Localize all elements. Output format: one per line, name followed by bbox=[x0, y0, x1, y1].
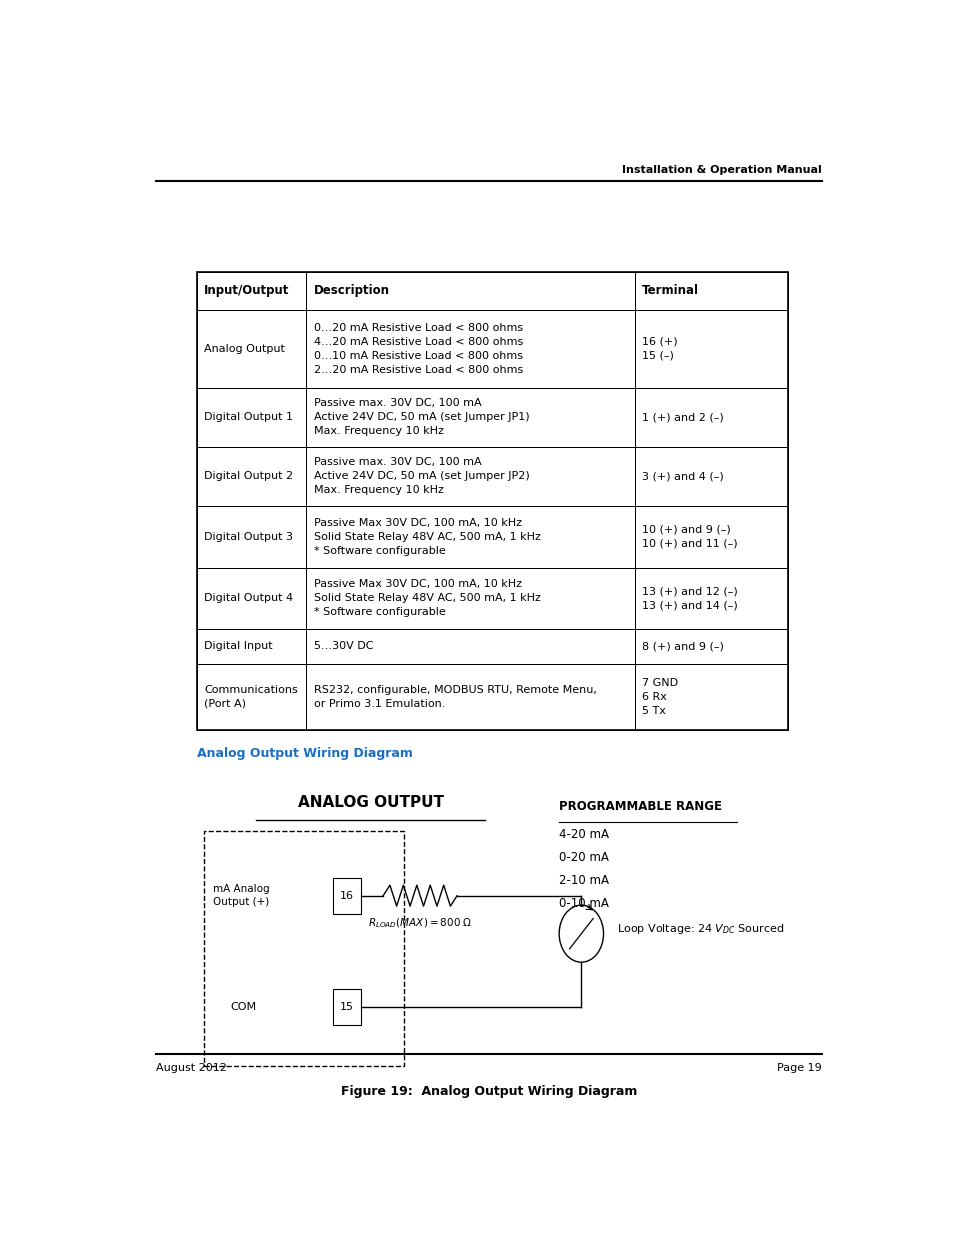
Text: Digital Output 2: Digital Output 2 bbox=[204, 472, 294, 482]
Text: mA Analog
Output (+): mA Analog Output (+) bbox=[213, 884, 270, 908]
Text: Analog Output Wiring Diagram: Analog Output Wiring Diagram bbox=[196, 747, 413, 761]
Bar bbox=[306, 272, 634, 310]
Bar bbox=[196, 272, 787, 730]
Bar bbox=[196, 310, 306, 388]
Text: Communications
(Port A): Communications (Port A) bbox=[204, 685, 297, 709]
Bar bbox=[306, 630, 634, 663]
Bar bbox=[306, 506, 634, 568]
Text: 15: 15 bbox=[339, 1002, 354, 1011]
Bar bbox=[634, 568, 787, 630]
Bar bbox=[333, 989, 360, 1025]
Text: 2-10 mA: 2-10 mA bbox=[558, 874, 609, 887]
Text: 16: 16 bbox=[339, 890, 354, 900]
Text: Installation & Operation Manual: Installation & Operation Manual bbox=[621, 164, 821, 175]
Bar bbox=[196, 388, 306, 447]
Text: 0-20 mA: 0-20 mA bbox=[558, 851, 608, 864]
Text: Passive max. 30V DC, 100 mA
Active 24V DC, 50 mA (set Jumper JP1)
Max. Frequency: Passive max. 30V DC, 100 mA Active 24V D… bbox=[314, 399, 529, 436]
Text: Digital Output 4: Digital Output 4 bbox=[204, 594, 294, 604]
Text: Input/Output: Input/Output bbox=[204, 284, 290, 298]
Bar bbox=[196, 506, 306, 568]
Text: ANALOG OUTPUT: ANALOG OUTPUT bbox=[297, 795, 443, 810]
Text: 10 (+) and 9 (–)
10 (+) and 11 (–): 10 (+) and 9 (–) 10 (+) and 11 (–) bbox=[641, 525, 737, 548]
Text: COM: COM bbox=[230, 1002, 256, 1011]
Text: 4-20 mA: 4-20 mA bbox=[558, 829, 609, 841]
Bar bbox=[196, 272, 306, 310]
Text: RS232, configurable, MODBUS RTU, Remote Menu,
or Primo 3.1 Emulation.: RS232, configurable, MODBUS RTU, Remote … bbox=[314, 685, 596, 709]
Bar bbox=[196, 663, 306, 730]
Text: Analog Output: Analog Output bbox=[204, 343, 285, 354]
Text: Terminal: Terminal bbox=[641, 284, 699, 298]
Text: Loop Voltage: 24 $V_{DC}$ Sourced: Loop Voltage: 24 $V_{DC}$ Sourced bbox=[617, 923, 783, 936]
Text: 0…20 mA Resistive Load < 800 ohms
4…20 mA Resistive Load < 800 ohms
0…10 mA Resi: 0…20 mA Resistive Load < 800 ohms 4…20 m… bbox=[314, 322, 522, 375]
Text: $R_{LOAD}(MAX) = 800\ \Omega$: $R_{LOAD}(MAX) = 800\ \Omega$ bbox=[368, 916, 472, 930]
Bar bbox=[306, 568, 634, 630]
Bar bbox=[306, 447, 634, 506]
Text: 7 GND
6 Rx
5 Tx: 7 GND 6 Rx 5 Tx bbox=[641, 678, 678, 716]
Bar bbox=[634, 272, 787, 310]
Text: 3 (+) and 4 (–): 3 (+) and 4 (–) bbox=[641, 472, 723, 482]
Text: Digital Input: Digital Input bbox=[204, 641, 273, 652]
Text: 5…30V DC: 5…30V DC bbox=[314, 641, 373, 652]
Text: 1 (+) and 2 (–): 1 (+) and 2 (–) bbox=[641, 412, 723, 422]
Bar bbox=[634, 663, 787, 730]
Text: Passive max. 30V DC, 100 mA
Active 24V DC, 50 mA (set Jumper JP2)
Max. Frequency: Passive max. 30V DC, 100 mA Active 24V D… bbox=[314, 457, 529, 495]
Text: August 2012: August 2012 bbox=[156, 1063, 227, 1073]
Text: Figure 19:  Analog Output Wiring Diagram: Figure 19: Analog Output Wiring Diagram bbox=[340, 1084, 637, 1098]
Text: Digital Output 3: Digital Output 3 bbox=[204, 531, 293, 542]
Text: Digital Output 1: Digital Output 1 bbox=[204, 412, 293, 422]
Bar bbox=[634, 506, 787, 568]
Bar bbox=[204, 831, 403, 1066]
Bar bbox=[634, 388, 787, 447]
Text: 8 (+) and 9 (–): 8 (+) and 9 (–) bbox=[641, 641, 723, 652]
Text: Description: Description bbox=[314, 284, 389, 298]
Text: 0-10 mA: 0-10 mA bbox=[558, 897, 608, 910]
Bar bbox=[333, 878, 360, 914]
Bar bbox=[306, 310, 634, 388]
Bar bbox=[196, 630, 306, 663]
Text: Passive Max 30V DC, 100 mA, 10 kHz
Solid State Relay 48V AC, 500 mA, 1 kHz
* Sof: Passive Max 30V DC, 100 mA, 10 kHz Solid… bbox=[314, 517, 540, 556]
Text: Page 19: Page 19 bbox=[776, 1063, 821, 1073]
Text: 13 (+) and 12 (–)
13 (+) and 14 (–): 13 (+) and 12 (–) 13 (+) and 14 (–) bbox=[641, 587, 737, 610]
Bar bbox=[196, 447, 306, 506]
Bar bbox=[634, 630, 787, 663]
Text: PROGRAMMABLE RANGE: PROGRAMMABLE RANGE bbox=[558, 799, 721, 813]
Bar bbox=[306, 388, 634, 447]
Text: Passive Max 30V DC, 100 mA, 10 kHz
Solid State Relay 48V AC, 500 mA, 1 kHz
* Sof: Passive Max 30V DC, 100 mA, 10 kHz Solid… bbox=[314, 579, 540, 618]
Bar bbox=[634, 447, 787, 506]
Text: 16 (+)
15 (–): 16 (+) 15 (–) bbox=[641, 337, 677, 361]
Bar bbox=[196, 568, 306, 630]
Bar bbox=[634, 310, 787, 388]
Bar bbox=[306, 663, 634, 730]
